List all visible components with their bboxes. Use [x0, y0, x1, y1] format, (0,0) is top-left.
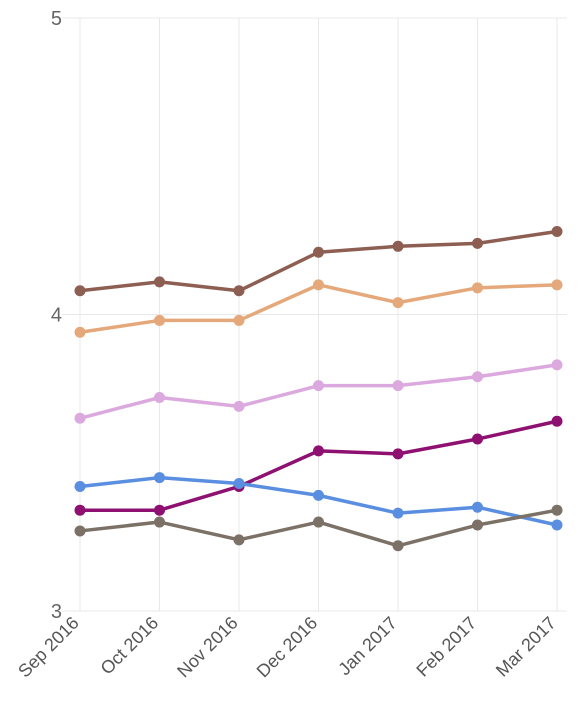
y-tick-label: 5: [51, 8, 62, 30]
data-point[interactable]: [233, 534, 245, 546]
data-point[interactable]: [551, 519, 563, 531]
x-tick-label: Dec 2016: [253, 613, 322, 682]
data-point[interactable]: [154, 392, 165, 404]
data-point[interactable]: [313, 279, 324, 291]
x-tick-label: Sep 2016: [14, 613, 83, 682]
data-point[interactable]: [472, 519, 483, 531]
grid-layer: [62, 17, 567, 612]
series-2: [74, 279, 563, 338]
data-point[interactable]: [313, 445, 324, 457]
data-point[interactable]: [233, 314, 245, 326]
data-point[interactable]: [74, 525, 86, 537]
data-point[interactable]: [392, 507, 404, 519]
data-point[interactable]: [313, 246, 324, 258]
data-point[interactable]: [74, 285, 86, 297]
data-point[interactable]: [154, 276, 165, 288]
series-layer: [74, 225, 563, 552]
data-point[interactable]: [154, 504, 165, 516]
data-point[interactable]: [551, 279, 563, 291]
data-point[interactable]: [392, 540, 404, 552]
data-point[interactable]: [551, 504, 563, 516]
data-point[interactable]: [392, 448, 404, 460]
data-point[interactable]: [74, 504, 86, 516]
data-point[interactable]: [551, 225, 563, 237]
x-tick-label: Feb 2017: [412, 613, 480, 681]
series-3: [74, 359, 563, 424]
data-point[interactable]: [74, 412, 86, 424]
data-point[interactable]: [472, 282, 483, 294]
data-point[interactable]: [551, 359, 563, 371]
x-tick-label: Oct 2016: [97, 613, 163, 679]
series-1: [74, 225, 563, 297]
data-point[interactable]: [313, 516, 324, 528]
y-tick-label: 3: [51, 601, 62, 623]
data-point[interactable]: [472, 237, 483, 249]
data-point[interactable]: [392, 380, 404, 392]
data-point[interactable]: [472, 501, 483, 513]
data-point[interactable]: [313, 489, 324, 501]
data-point[interactable]: [392, 297, 404, 309]
data-point[interactable]: [233, 478, 245, 490]
x-tick-label: Jan 2017: [334, 613, 401, 680]
y-tick-label: 4: [51, 305, 62, 327]
data-point[interactable]: [233, 285, 245, 297]
data-point[interactable]: [551, 415, 563, 427]
data-point[interactable]: [74, 480, 86, 492]
data-point[interactable]: [472, 371, 483, 383]
data-point[interactable]: [154, 314, 165, 326]
data-point[interactable]: [472, 433, 483, 445]
data-point[interactable]: [154, 472, 165, 484]
data-point[interactable]: [154, 516, 165, 528]
data-point[interactable]: [313, 380, 324, 392]
data-point[interactable]: [233, 400, 245, 412]
series-6: [74, 504, 563, 552]
data-point[interactable]: [392, 240, 404, 252]
x-tick-label: Nov 2016: [173, 613, 242, 682]
data-point[interactable]: [74, 326, 86, 338]
x-tick-label: Mar 2017: [492, 613, 560, 681]
series-5: [74, 472, 563, 531]
